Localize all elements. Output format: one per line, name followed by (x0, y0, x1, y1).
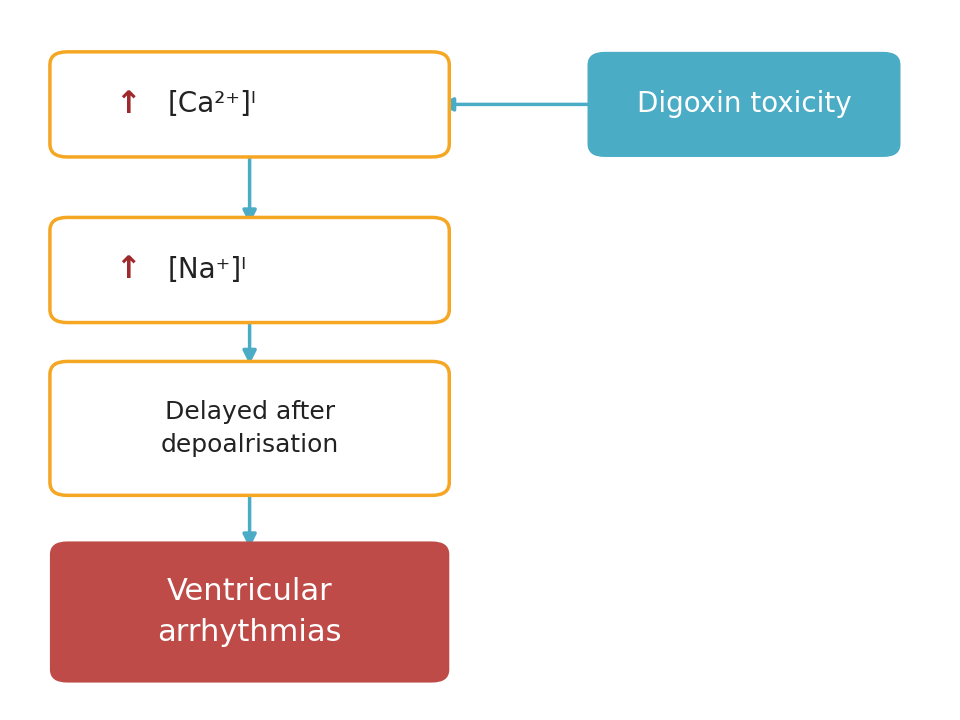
Text: ↑: ↑ (115, 256, 141, 284)
FancyBboxPatch shape (50, 52, 449, 157)
FancyBboxPatch shape (50, 541, 449, 683)
FancyBboxPatch shape (588, 52, 900, 157)
Text: [Ca²⁺]ᴵ: [Ca²⁺]ᴵ (168, 91, 257, 118)
FancyBboxPatch shape (50, 361, 449, 495)
Text: ↑: ↑ (115, 90, 141, 119)
Text: [Na⁺]ᴵ: [Na⁺]ᴵ (168, 256, 248, 284)
Text: Ventricular
arrhythmias: Ventricular arrhythmias (157, 577, 342, 647)
FancyBboxPatch shape (50, 217, 449, 323)
Text: Delayed after
depoalrisation: Delayed after depoalrisation (160, 400, 339, 457)
Text: Digoxin toxicity: Digoxin toxicity (636, 91, 852, 118)
